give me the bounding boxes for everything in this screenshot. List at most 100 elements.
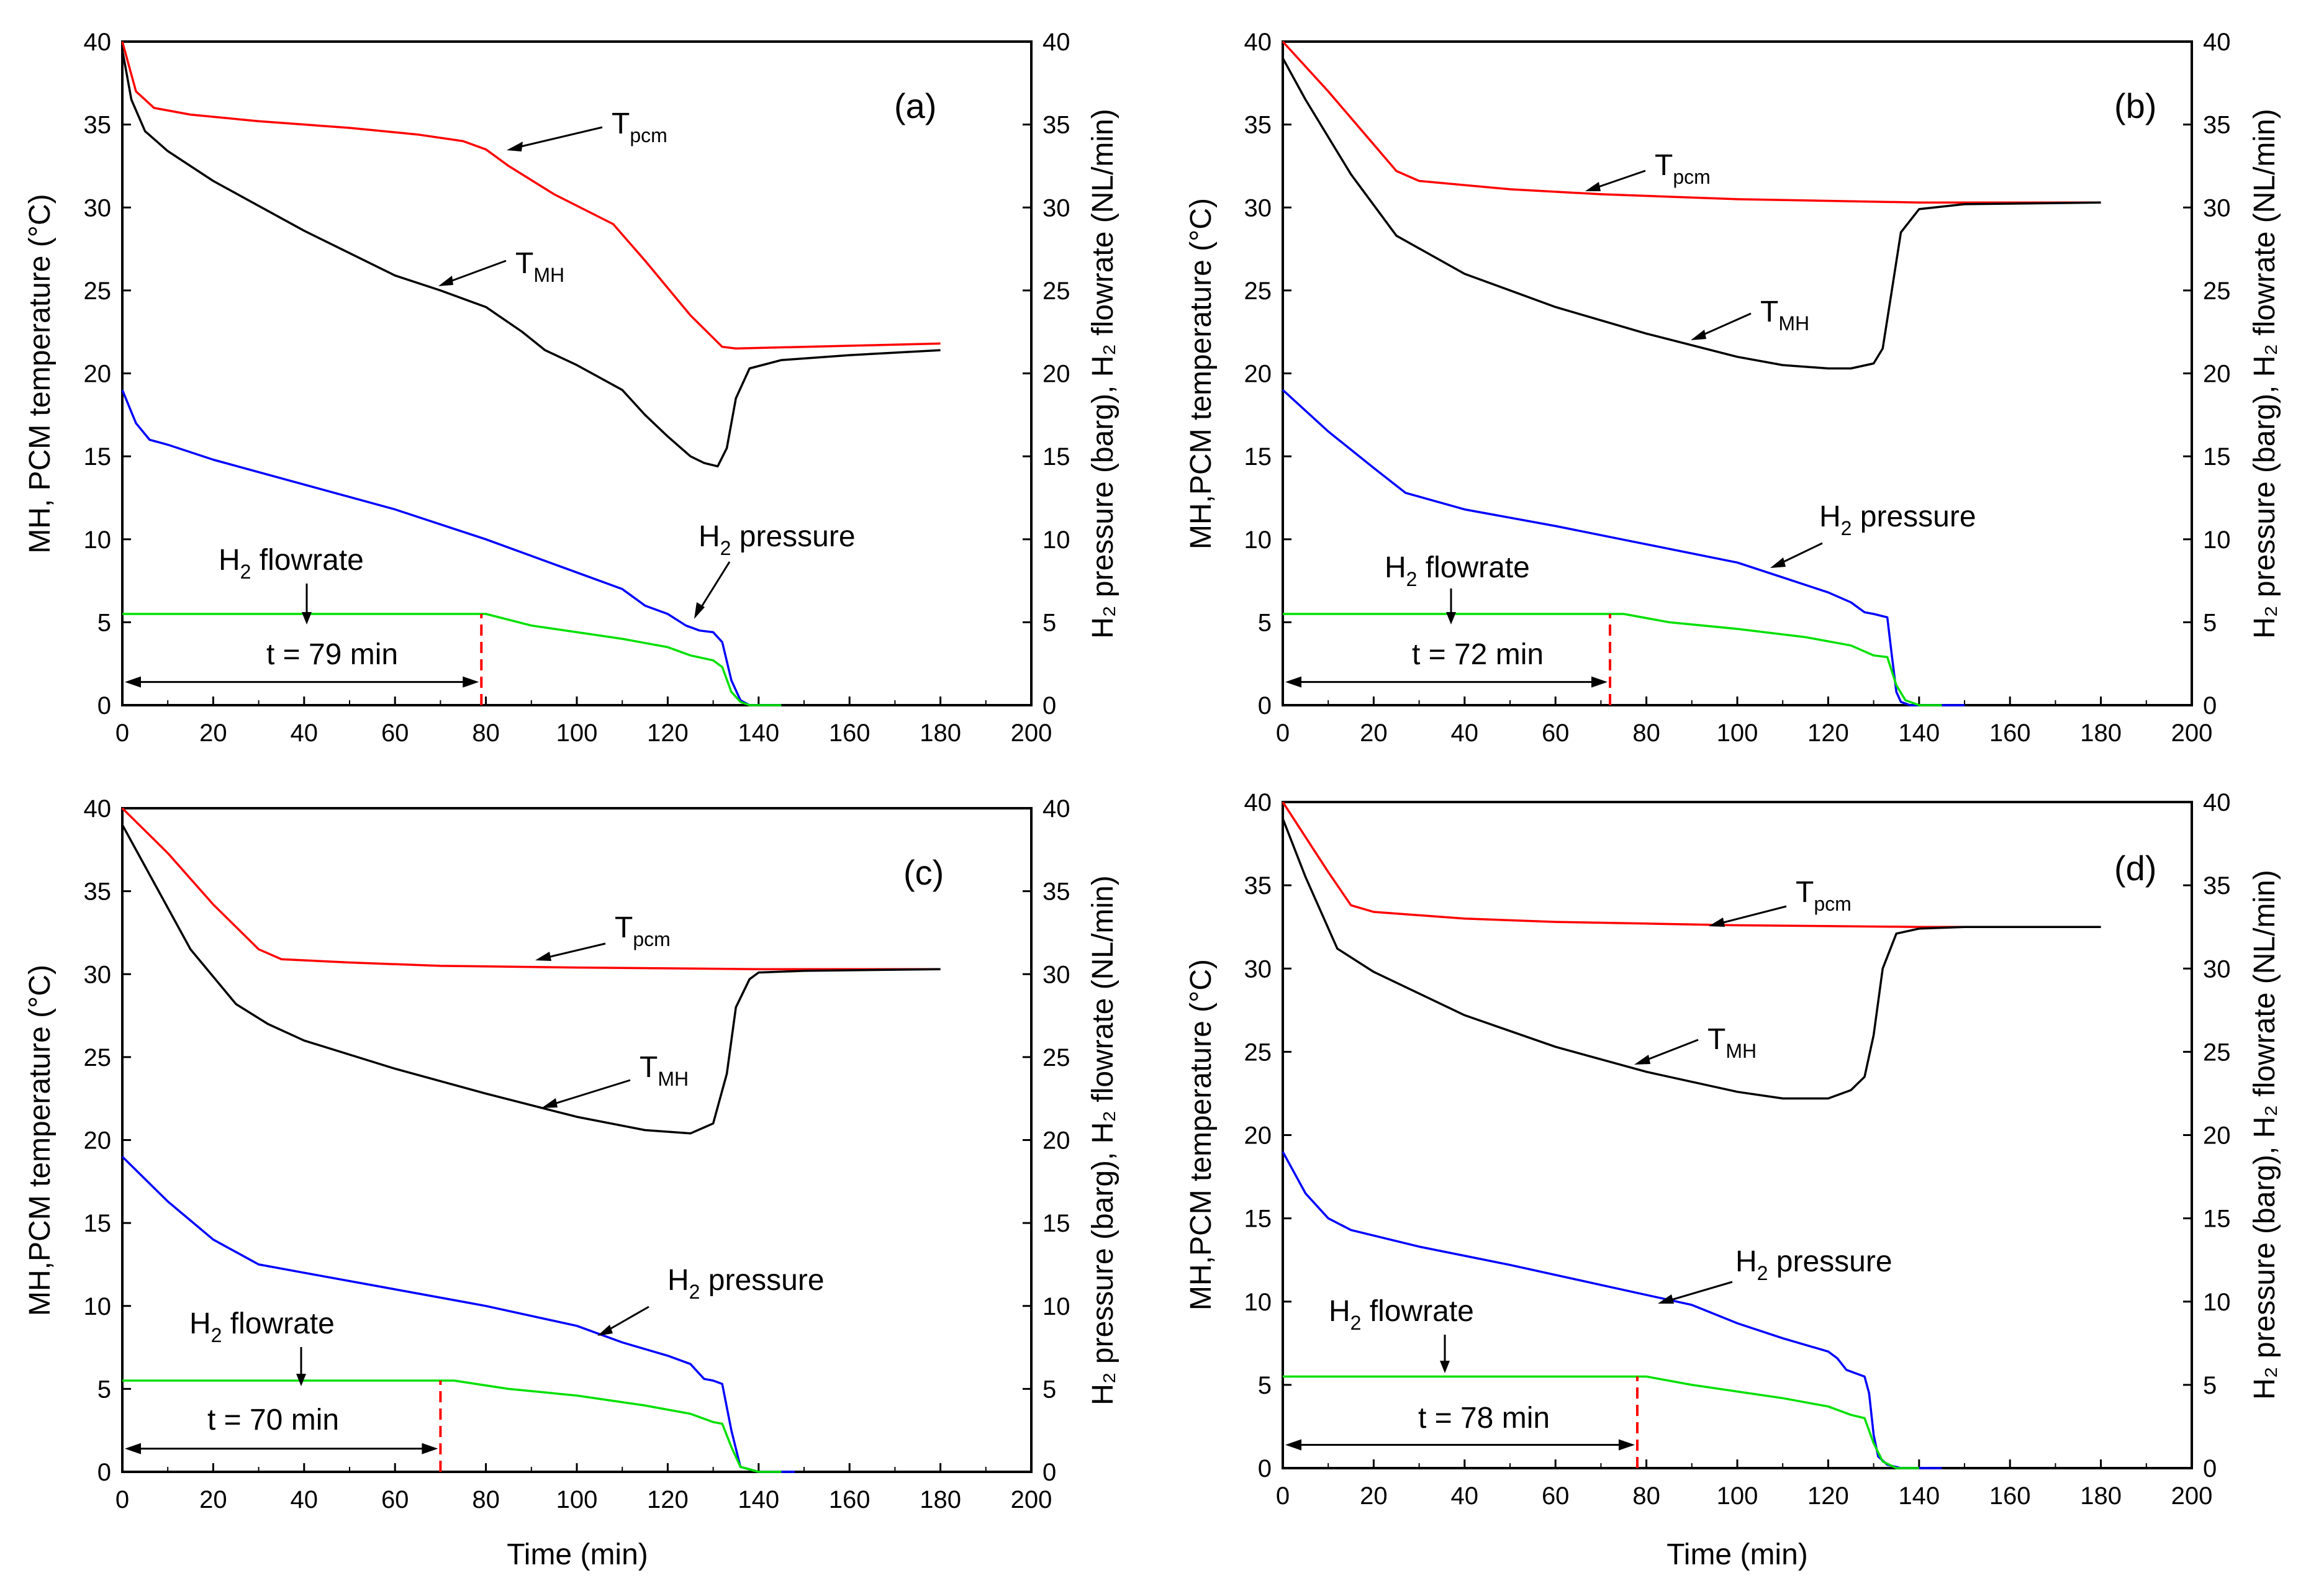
- y-tick-label-right: 20: [2203, 1122, 2231, 1150]
- y-axis-label-right: H₂ pressure (barg), H₂ flowrate (NL/min): [2248, 109, 2281, 638]
- y-tick-label-left: 25: [1244, 277, 1272, 305]
- arrowhead-t-mh: [1691, 330, 1706, 340]
- x-tick-label: 160: [829, 719, 871, 747]
- time-marker: [1285, 614, 1612, 705]
- x-tick-label: 0: [1276, 719, 1290, 747]
- y-tick-label-right: 0: [1042, 692, 1056, 719]
- x-tick-label: 160: [829, 1486, 871, 1513]
- time-marker: [1285, 1376, 1639, 1468]
- x-tick-label: 200: [2171, 1482, 2213, 1510]
- series-line-h2-flowrate: [122, 613, 782, 706]
- y-tick-label-right: 30: [1042, 961, 1070, 988]
- y-tick-label-right: 25: [2203, 277, 2231, 305]
- marker-arrowhead-left: [1285, 676, 1301, 688]
- arrowhead-h2-flowrate: [302, 612, 312, 624]
- y-tick-label-left: 35: [1244, 112, 1272, 139]
- y-tick-label-right: 35: [1042, 878, 1070, 906]
- x-tick-label: 100: [556, 1486, 598, 1513]
- y-tick-label-right: 15: [2203, 1206, 2231, 1233]
- y-tick-label-left: 10: [84, 526, 112, 554]
- y-tick-label-left: 15: [84, 1210, 112, 1237]
- x-tick-label: 120: [1807, 1482, 1849, 1510]
- x-tick-label: 0: [115, 719, 129, 747]
- x-tick-label: 40: [1451, 719, 1479, 747]
- x-tick-label: 20: [1360, 1482, 1388, 1510]
- y-tick-label-right: 10: [1042, 1293, 1070, 1320]
- x-tick-label: 80: [472, 719, 500, 747]
- marker-arrowhead-right: [1618, 1439, 1635, 1451]
- y-axis-label-right: H₂ pressure (barg), H₂ flowrate (NL/min): [1087, 875, 1119, 1405]
- y-tick-label-left: 20: [1244, 361, 1272, 388]
- y-tick-label-left: 25: [1244, 1039, 1272, 1066]
- x-tick-label: 20: [1360, 719, 1388, 747]
- y-tick-label-left: 0: [1258, 692, 1272, 719]
- y-tick-label-left: 40: [1244, 789, 1272, 816]
- series-line-h2-pressure: [121, 1155, 795, 1473]
- x-tick-label: 180: [2080, 719, 2122, 747]
- series-lines: [1282, 801, 2101, 1469]
- arrow-t-mh: [546, 1079, 631, 1107]
- series-line-t_mh: [1282, 57, 2101, 370]
- marker-arrowhead-right: [422, 1443, 438, 1454]
- marker-arrowhead-right: [463, 676, 479, 688]
- y-tick-label-left: 35: [84, 112, 112, 139]
- time-marker: [125, 614, 483, 705]
- x-tick-label: 20: [199, 719, 227, 747]
- y-tick-label-left: 15: [1244, 1206, 1272, 1233]
- x-axis-title-bottom-left: Time (min): [507, 1538, 648, 1571]
- x-tick-label: 40: [291, 1486, 319, 1513]
- y-tick-label-right: 15: [1042, 443, 1070, 471]
- series-line-h2-flowrate: [1283, 1375, 1919, 1469]
- x-tick-label: 200: [1011, 1486, 1052, 1513]
- x-tick-label: 140: [738, 719, 779, 747]
- label-t-pcm: Tpcm: [615, 911, 671, 950]
- series-line-h2-flowrate: [122, 1379, 782, 1473]
- arrowhead-t-pcm: [535, 952, 551, 961]
- x-tick-label: 60: [381, 719, 409, 747]
- series-line-t_mh: [1282, 818, 2101, 1100]
- series-line-t_pcm: [1282, 801, 2101, 928]
- y-axis-label-right: H₂ pressure (barg), H₂ flowrate (NL/min): [1087, 109, 1119, 638]
- y-axis-label-right: H₂ pressure (barg), H₂ flowrate (NL/min): [2248, 870, 2281, 1399]
- x-tick-label: 100: [1717, 719, 1758, 747]
- panel-label: (d): [2114, 849, 2156, 888]
- x-tick-label: 120: [647, 1486, 689, 1513]
- x-tick-label: 60: [381, 1486, 409, 1513]
- series-line-t_pcm: [121, 41, 941, 350]
- x-tick-label: 20: [199, 1486, 227, 1513]
- y-tick-label-right: 5: [1042, 609, 1056, 636]
- arrowhead-h2-pressure: [597, 1325, 613, 1336]
- series-lines: [121, 807, 941, 1473]
- y-tick-label-left: 10: [84, 1293, 112, 1320]
- y-axis-label-left: MH,PCM temperature (°C): [1185, 198, 1218, 549]
- series-line-h2-pressure: [121, 389, 782, 706]
- y-tick-label-left: 10: [1244, 1289, 1272, 1316]
- y-tick-label-left: 5: [97, 1376, 111, 1403]
- x-tick-label: 180: [2080, 1482, 2122, 1510]
- x-tick-label: 100: [556, 719, 598, 747]
- y-tick-label-left: 5: [1258, 609, 1272, 636]
- arrowhead-h2-pressure: [1770, 557, 1786, 568]
- y-tick-label-right: 5: [2203, 1372, 2217, 1399]
- arrowhead-h2-flowrate: [1440, 1361, 1450, 1373]
- y-tick-label-left: 5: [1258, 1372, 1272, 1399]
- label-t-mh: TMH: [515, 247, 564, 286]
- y-tick-label-left: 5: [97, 609, 111, 636]
- y-tick-label-right: 0: [2203, 692, 2217, 719]
- label-t-mh: TMH: [1760, 295, 1809, 335]
- x-tick-label: 140: [738, 1486, 779, 1513]
- arrowhead-t-pcm: [1709, 917, 1725, 927]
- arrowhead-h2-flowrate: [1446, 612, 1456, 624]
- y-tick-label-right: 35: [2203, 872, 2231, 899]
- label-t-pcm: Tpcm: [612, 107, 667, 147]
- x-tick-label: 200: [1011, 719, 1052, 747]
- y-tick-label-left: 0: [97, 692, 111, 719]
- y-tick-label-left: 25: [84, 277, 112, 305]
- label-t-pcm: Tpcm: [1796, 876, 1852, 915]
- y-tick-label-right: 10: [2203, 1289, 2231, 1316]
- marker-label: t = 78 min: [1418, 1402, 1550, 1435]
